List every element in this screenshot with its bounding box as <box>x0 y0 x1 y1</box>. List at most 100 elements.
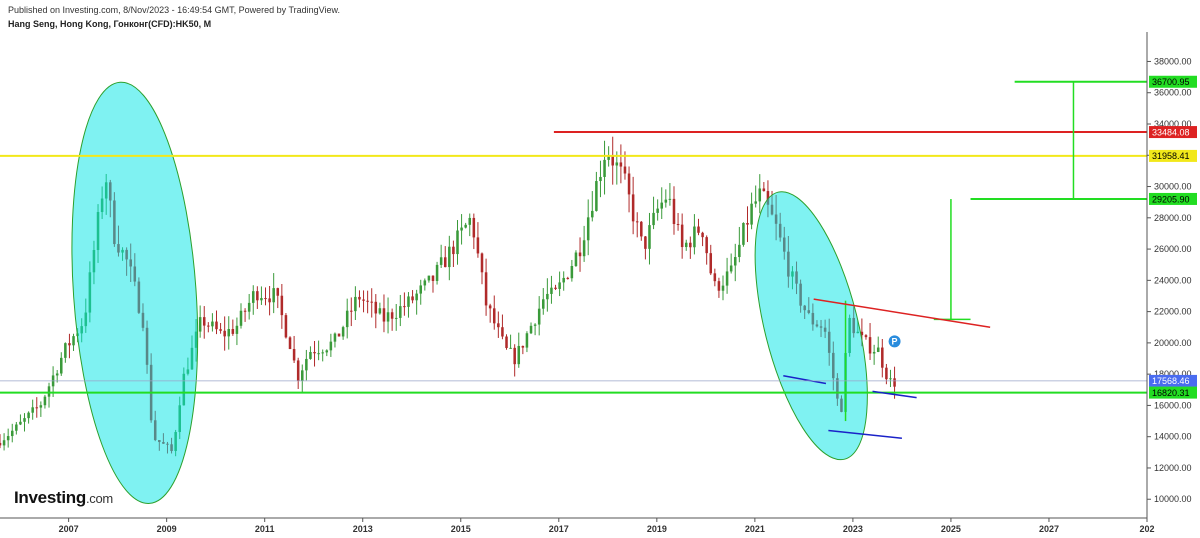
candle-body <box>648 225 651 249</box>
candle-body <box>460 227 463 231</box>
candle-body <box>725 271 729 286</box>
candle-body <box>280 295 284 316</box>
price-tag-2 <box>1149 126 1197 139</box>
candle-body <box>251 291 255 303</box>
candle-body <box>868 337 872 354</box>
candle-body <box>374 301 378 314</box>
candle-body <box>721 285 725 291</box>
candle-body <box>448 246 451 268</box>
candle-body <box>876 347 880 352</box>
candle-body <box>329 341 333 351</box>
candle-body <box>243 310 247 312</box>
candle-body <box>652 212 655 226</box>
y-tick-label: 16000.00 <box>1154 400 1192 410</box>
candle-body <box>542 299 545 309</box>
candle-body <box>668 198 672 200</box>
symbol-title: Hang Seng, Hong Kong, Гонконг(CFD):HK50,… <box>8 19 212 29</box>
candle-body <box>713 273 717 282</box>
candle-body <box>701 232 704 238</box>
candle-body <box>366 300 369 302</box>
candle-body <box>72 336 75 346</box>
candle-body <box>881 347 884 368</box>
candle-body <box>317 353 320 355</box>
candle-body <box>599 176 602 182</box>
candle-body <box>472 217 476 238</box>
y-tick-label: 14000.00 <box>1154 432 1192 442</box>
candle-body <box>350 310 353 312</box>
candle-body <box>676 224 680 226</box>
x-tick-label: 2023 <box>843 524 863 534</box>
candle-body <box>684 242 688 248</box>
trend-line-2 <box>783 374 827 385</box>
candle-body <box>305 358 308 371</box>
x-tick-label: 2007 <box>59 524 79 534</box>
candle-body <box>627 173 631 195</box>
candle-body <box>256 291 259 301</box>
candle-body <box>47 386 51 397</box>
candle-body <box>239 310 243 326</box>
candle-body <box>247 302 251 312</box>
price-tag-label-6: 16820.31 <box>1152 388 1190 398</box>
price-tag-label-1: 36700.95 <box>1152 77 1190 87</box>
candle-body <box>517 345 521 365</box>
candle-body <box>762 188 766 192</box>
x-tick-label: 2013 <box>353 524 373 534</box>
candle-body <box>611 156 614 166</box>
candle-body <box>492 308 496 324</box>
candle-body <box>382 308 386 322</box>
x-tick-label: 2021 <box>745 524 765 534</box>
candle-body <box>219 329 222 331</box>
candle-body <box>746 222 749 225</box>
candle-body <box>456 230 459 255</box>
candle-body <box>309 352 312 359</box>
candle-body <box>488 305 492 309</box>
x-tick-label: 2011 <box>255 524 275 534</box>
candle-body <box>268 298 271 303</box>
candle-body <box>615 162 619 166</box>
candle-body <box>10 430 14 437</box>
candle-body <box>660 202 663 209</box>
candle-body <box>893 378 896 387</box>
candle-body <box>403 306 406 308</box>
candle-body <box>680 224 684 248</box>
price-tag-1 <box>1149 75 1197 88</box>
candle-body <box>640 221 643 237</box>
candle-body <box>521 345 525 348</box>
candle-body <box>362 299 365 301</box>
candle-body <box>586 217 590 241</box>
y-tick-label: 18000.00 <box>1154 369 1192 379</box>
candle-body <box>693 226 696 248</box>
candle-body <box>591 210 594 218</box>
candle-body <box>260 298 263 301</box>
candle-body <box>570 266 574 279</box>
candle-body <box>60 357 63 374</box>
investing-logo: Investing.com <box>14 488 113 508</box>
candle-body <box>705 237 708 254</box>
candle-body <box>211 321 214 327</box>
candle-body <box>546 293 549 300</box>
candle-body <box>754 201 757 204</box>
x-tick-label: 202 <box>1139 524 1154 534</box>
candle-body <box>207 325 210 327</box>
price-tag-label-2: 33484.08 <box>1152 127 1190 137</box>
candle-body <box>619 162 623 167</box>
candle-body <box>476 237 480 254</box>
p-badge <box>888 335 901 348</box>
candle-body <box>423 280 427 286</box>
price-tag-5 <box>1149 374 1197 387</box>
candle-body <box>2 440 6 446</box>
candle-body <box>227 329 231 337</box>
candle-body <box>766 191 770 205</box>
candle-body <box>452 246 455 255</box>
candle-body <box>607 156 610 160</box>
candle-body <box>501 327 504 337</box>
candle-body <box>550 287 553 294</box>
x-tick-label: 2017 <box>549 524 569 534</box>
candle-body <box>758 188 762 202</box>
candle-body <box>198 317 202 332</box>
candle-body <box>525 333 529 348</box>
candle-body <box>603 159 606 177</box>
y-tick-label: 34000.00 <box>1154 119 1192 129</box>
candle-body <box>337 333 341 337</box>
